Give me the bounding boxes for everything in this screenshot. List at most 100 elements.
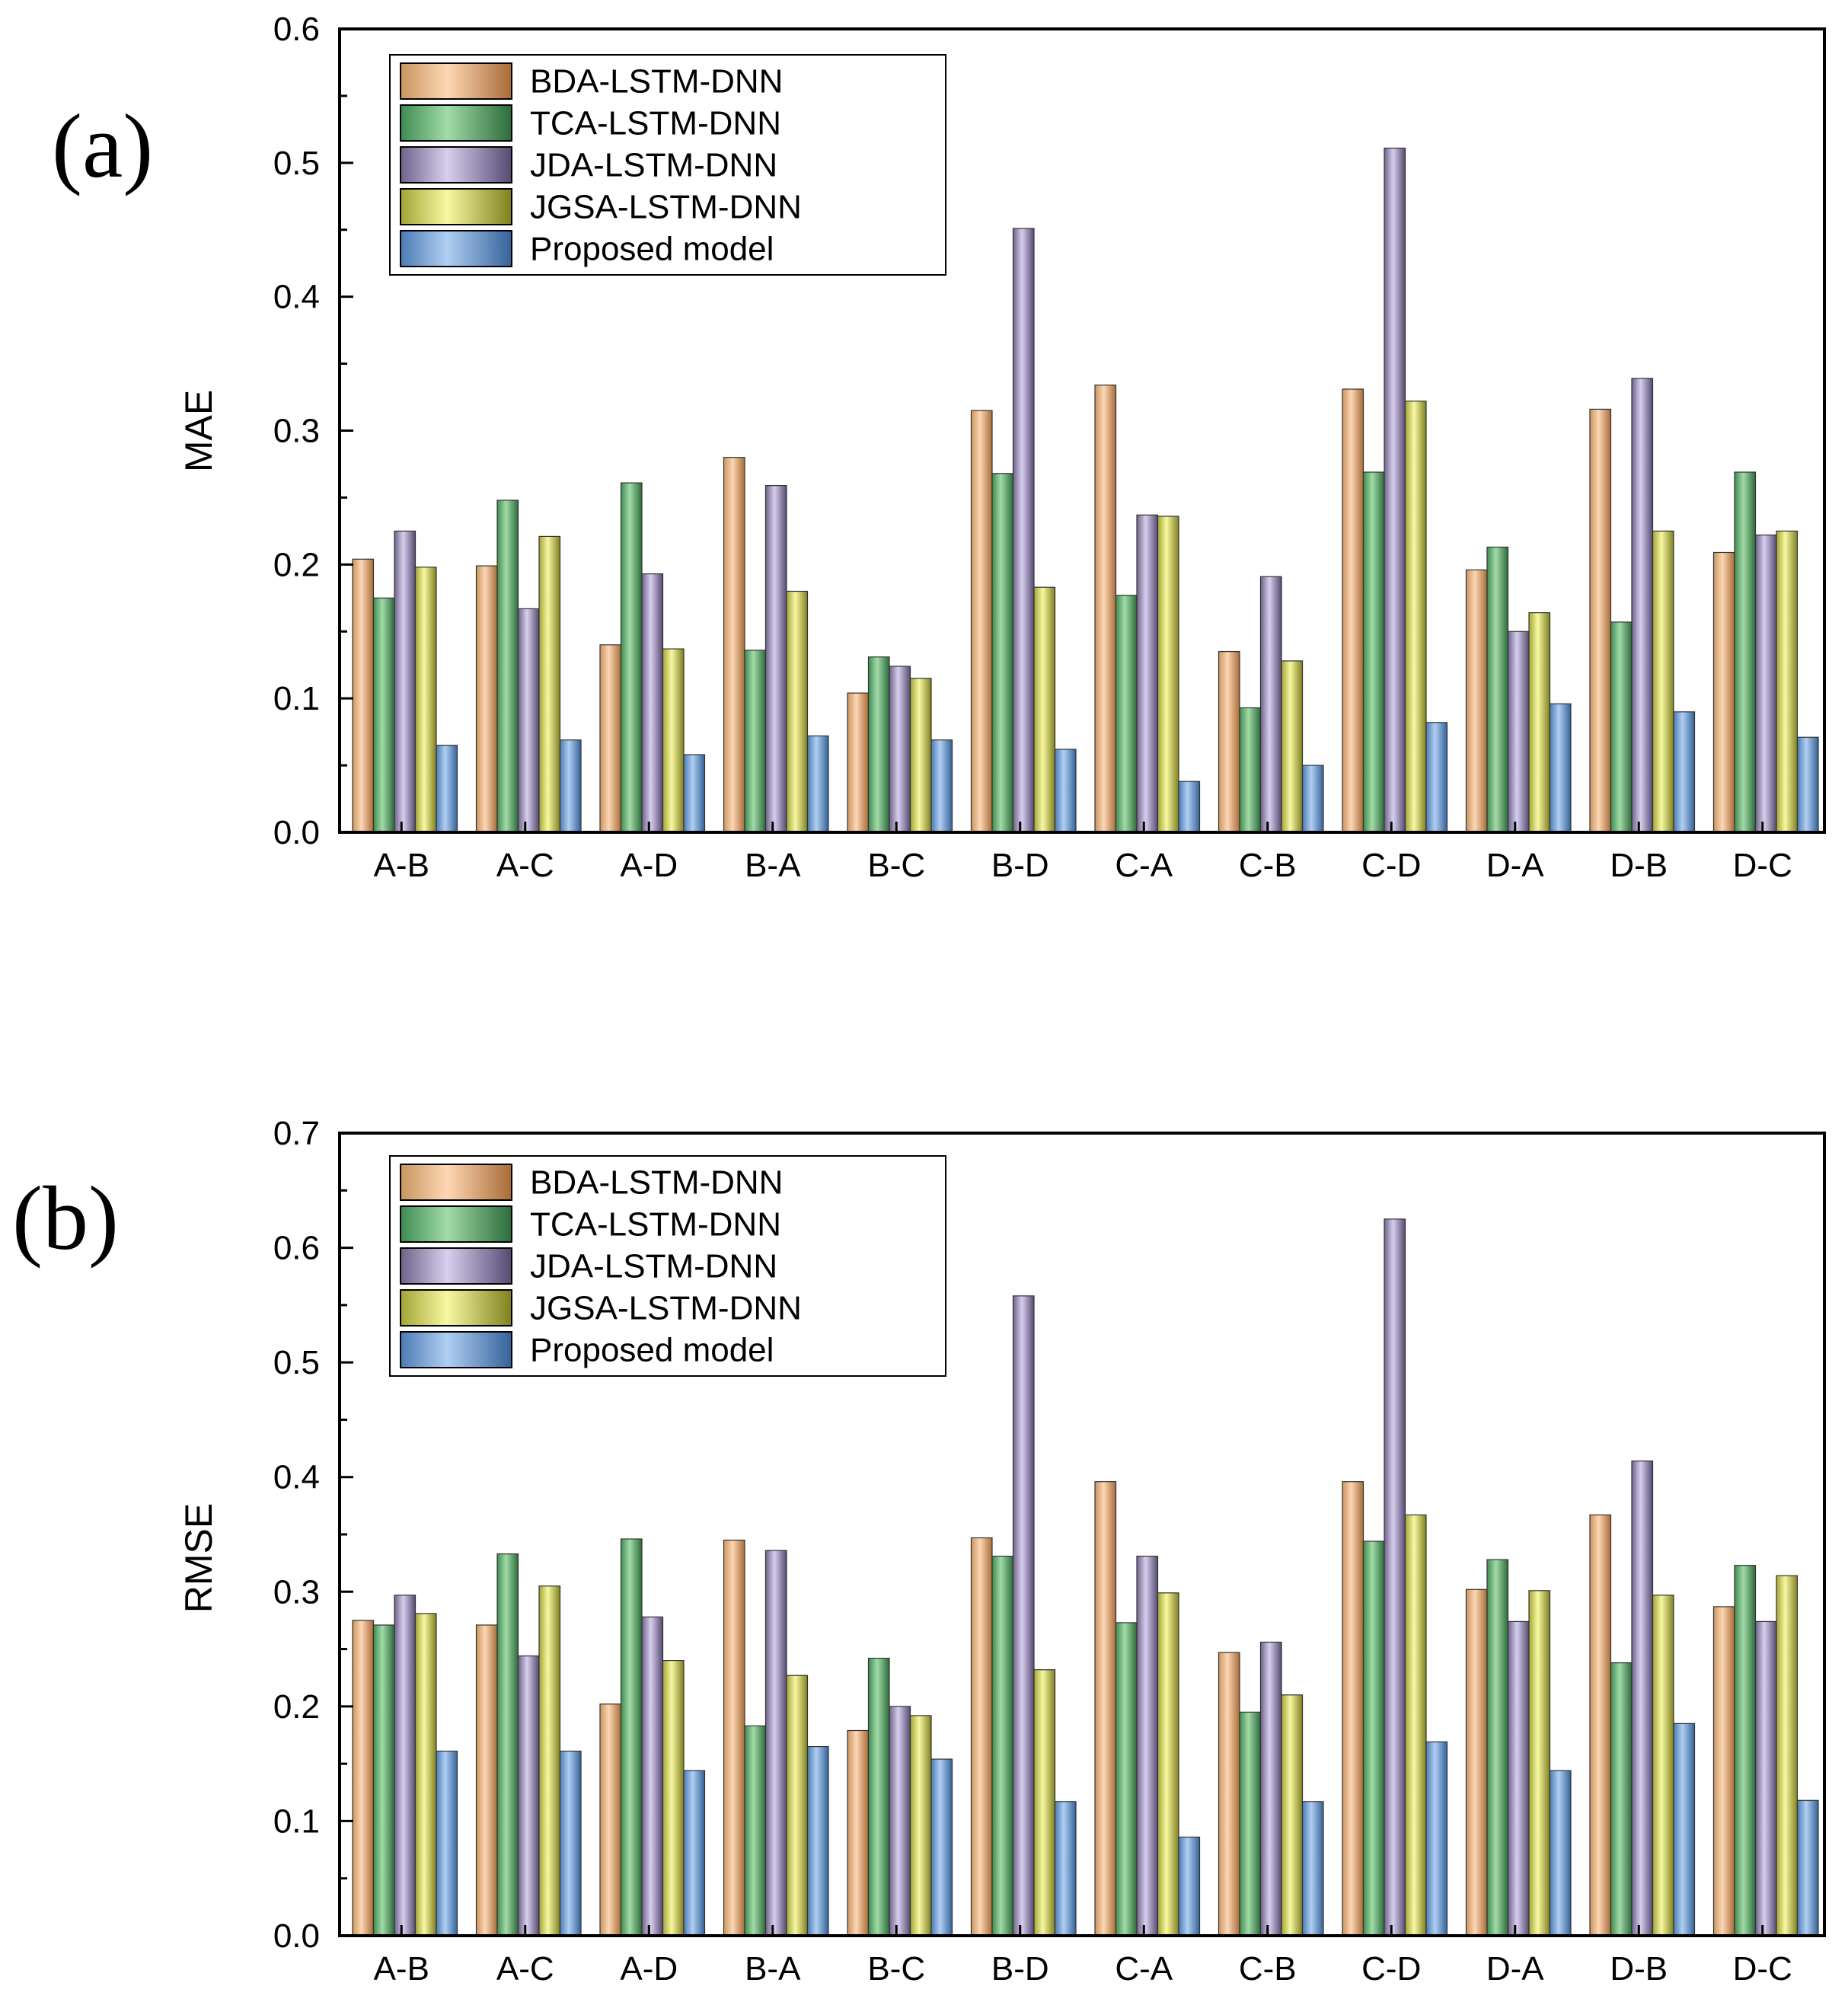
bar-jda-lstm-dnn-a-b [394,530,417,833]
x-tick-label-a-c: A-C [496,1950,554,1987]
y-axis-title-mae: MAE [177,390,220,472]
legend-rmse: BDA-LSTM-DNN TCA-LSTM-DNN JDA-LSTM-DNN JGSA… [389,1155,946,1377]
x-tick-label-a-b: A-B [374,1950,429,1987]
legend-label-tca-lstm-dnn: TCA-LSTM-DNN [530,105,781,142]
bar-bda-lstm-dnn-d-c [1712,551,1735,833]
legend-label-jda-lstm-dnn: JDA-LSTM-DNN [530,1248,777,1285]
y-tick-label: 0.1 [273,1802,320,1840]
bar-proposed-model-d-c [1796,736,1819,833]
x-tick-label-b-d: B-D [991,1950,1049,1987]
bar-jgsa-lstm-dnn-d-c [1776,530,1799,833]
y-tick-label: 0.6 [273,11,320,48]
bar-jda-lstm-dnn-b-c [889,1706,911,1936]
bar-proposed-model-d-a [1549,703,1572,833]
bar-bda-lstm-dnn-a-c [475,1624,498,1936]
legend-label-jgsa-lstm-dnn: JGSA-LSTM-DNN [530,189,802,226]
legend-label-bda-lstm-dnn: BDA-LSTM-DNN [530,1164,783,1202]
bar-jda-lstm-dnn-c-d [1384,147,1406,833]
bar-bda-lstm-dnn-b-a [723,457,745,833]
bar-proposed-model-a-b [436,1751,458,1936]
y-tick-label: 0.4 [273,1459,320,1496]
bar-jgsa-lstm-dnn-a-c [538,1585,561,1936]
bar-proposed-model-d-b [1673,1722,1696,1936]
bar-jda-lstm-dnn-c-a [1136,514,1159,833]
bar-jda-lstm-dnn-a-d [641,1616,664,1936]
bar-tca-lstm-dnn-d-b [1610,1662,1633,1936]
legend-label-jgsa-lstm-dnn: JGSA-LSTM-DNN [530,1290,802,1327]
bar-bda-lstm-dnn-c-b [1218,1652,1240,1936]
bar-jgsa-lstm-dnn-d-a [1528,611,1551,833]
bar-proposed-model-c-d [1425,722,1448,833]
bar-jgsa-lstm-dnn-b-d [1033,586,1056,833]
bar-proposed-model-a-d [683,754,706,833]
bar-tca-lstm-dnn-b-a [744,1725,767,1936]
bar-bda-lstm-dnn-c-d [1342,388,1364,833]
bar-jda-lstm-dnn-d-a [1507,631,1530,833]
y-tick-label: 0.3 [273,413,320,450]
bar-bda-lstm-dnn-d-a [1465,569,1488,833]
bar-jda-lstm-dnn-d-b [1631,378,1654,833]
bar-proposed-model-b-a [806,1746,829,1936]
x-tick-label-a-d: A-D [620,1950,678,1987]
x-tick-label-c-b: C-B [1239,1950,1297,1987]
bar-bda-lstm-dnn-a-b [352,1620,375,1936]
bar-jgsa-lstm-dnn-a-c [538,535,561,833]
panel-label-b: (b) [12,1167,119,1269]
legend-label-bda-lstm-dnn: BDA-LSTM-DNN [530,63,783,101]
bar-proposed-model-a-b [436,745,458,833]
bar-jgsa-lstm-dnn-a-b [414,1613,437,1936]
x-tick-label-c-d: C-D [1361,847,1421,884]
bar-bda-lstm-dnn-b-c [847,1729,870,1936]
bar-bda-lstm-dnn-b-d [970,410,993,833]
panel-label-a: (a) [52,95,153,196]
bar-jgsa-lstm-dnn-d-c [1776,1575,1799,1936]
bar-proposed-model-d-b [1673,711,1696,833]
y-tick-label: 0.0 [273,1917,320,1955]
bar-tca-lstm-dnn-c-d [1362,1540,1385,1936]
y-tick-label: 0.2 [273,546,320,583]
bar-proposed-model-a-c [559,739,582,833]
bar-jgsa-lstm-dnn-b-a [786,1675,809,1936]
y-tick-label: 0.2 [273,1688,320,1726]
bar-bda-lstm-dnn-c-b [1218,650,1240,833]
bar-proposed-model-c-b [1301,1801,1324,1936]
bar-tca-lstm-dnn-a-b [372,1624,395,1936]
bar-bda-lstm-dnn-c-a [1094,1481,1117,1936]
bar-tca-lstm-dnn-d-a [1486,546,1509,833]
x-tick-label-d-b: D-B [1610,1950,1668,1987]
y-tick-label: 0.7 [273,1115,320,1152]
legend-swatch-proposed-model [400,1331,512,1368]
bar-jda-lstm-dnn-a-d [641,573,664,833]
bar-proposed-model-d-a [1549,1770,1572,1936]
bar-jda-lstm-dnn-a-b [394,1595,417,1936]
legend-swatch-bda-lstm-dnn [400,1164,512,1201]
bar-jda-lstm-dnn-b-a [764,1550,787,1936]
bar-bda-lstm-dnn-d-a [1465,1588,1488,1936]
bar-jda-lstm-dnn-c-d [1384,1218,1406,1936]
bar-jda-lstm-dnn-d-b [1631,1460,1654,1936]
axes-group: 0.0 0.1 0.2 0.3 0.4 0.5 0.6 0.7 A-B A-C A-D B-A B-C B… [273,1115,1826,1987]
mae-chart-panel: (a) MAE 0.0 0.1 0.2 0.3 0.4 0.5 0.6 A-B A-C A-D B-… [52,11,1826,884]
bar-tca-lstm-dnn-b-c [867,656,890,833]
bar-jda-lstm-dnn-b-a [764,484,787,833]
x-tick-label-d-c: D-C [1733,847,1792,884]
bar-tca-lstm-dnn-d-b [1610,621,1633,833]
x-tick-label-c-d: C-D [1361,1950,1421,1987]
bar-jda-lstm-dnn-c-a [1136,1555,1159,1936]
legend-swatch-tca-lstm-dnn [400,104,512,142]
bar-jgsa-lstm-dnn-a-d [662,1660,685,1936]
bar-proposed-model-c-d [1425,1741,1448,1936]
bar-jda-lstm-dnn-a-c [517,608,540,833]
bar-jda-lstm-dnn-a-c [517,1655,540,1936]
legend-swatch-jda-lstm-dnn [400,146,512,184]
bar-jgsa-lstm-dnn-b-c [909,678,932,833]
legend-label-jda-lstm-dnn: JDA-LSTM-DNN [530,147,777,184]
bar-tca-lstm-dnn-a-d [620,1538,643,1936]
x-tick-label-b-d: B-D [991,847,1049,884]
bar-jda-lstm-dnn-c-b [1259,1641,1282,1936]
bars-group [352,1218,1819,1936]
bar-proposed-model-b-c [930,739,953,833]
bar-tca-lstm-dnn-a-b [372,597,395,833]
x-tick-label-c-b: C-B [1239,847,1297,884]
bar-bda-lstm-dnn-c-d [1342,1481,1364,1936]
